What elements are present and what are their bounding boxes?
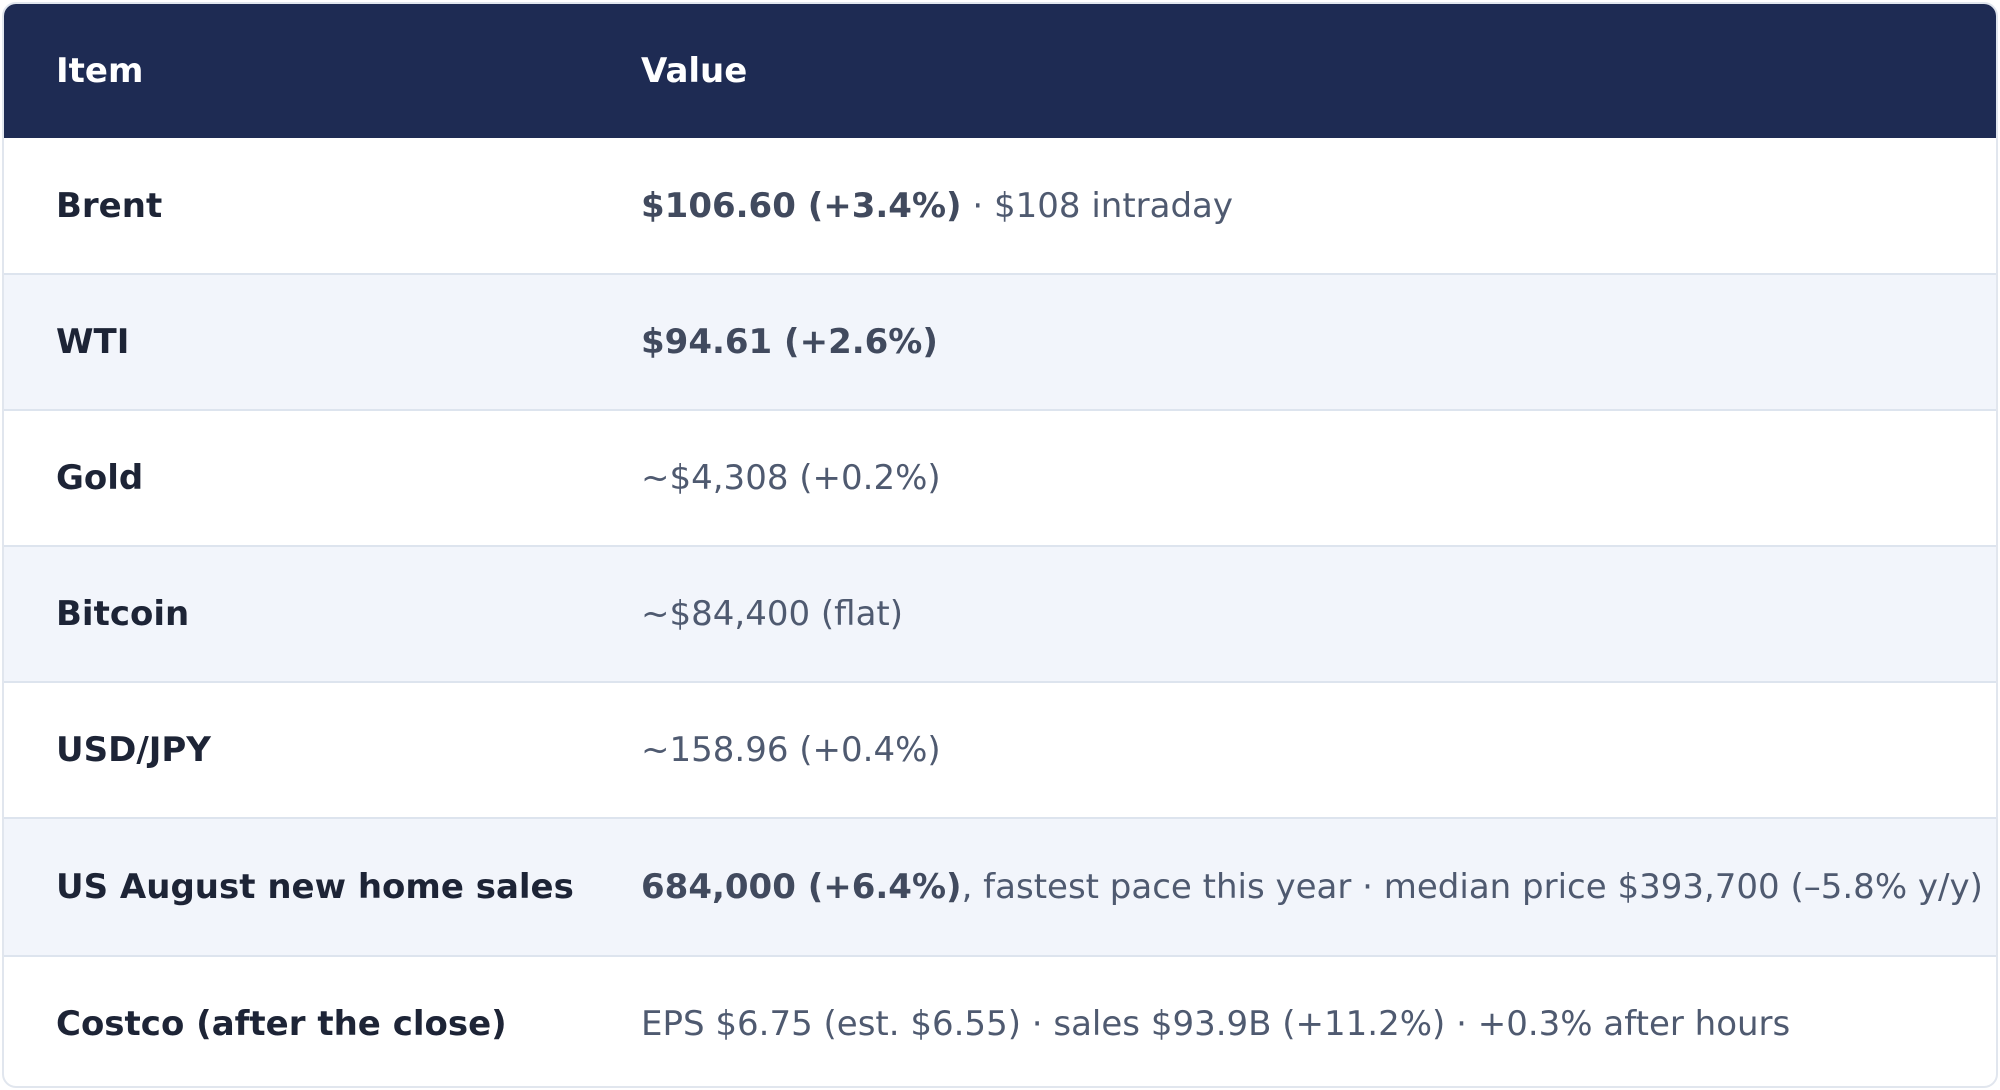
row-item-label: USD/JPY [56, 730, 211, 770]
row-value: ~$4,308 (+0.2%) [589, 410, 1996, 546]
row-value-detail: · $108 intraday [961, 185, 1233, 226]
table-row: Bitcoin ~$84,400 (flat) [4, 546, 1996, 682]
row-value-detail: ~$4,308 (+0.2%) [641, 458, 941, 498]
table-header-row: Item Value [4, 4, 1996, 138]
row-value-detail: EPS $6.75 (est. $6.55) · sales $93.9B (+… [641, 1003, 1791, 1044]
row-value-detail: ~$84,400 (flat) [641, 594, 904, 634]
row-value: 684,000 (+6.4%), fastest pace this year … [589, 818, 1996, 956]
table-row: WTI $94.61 (+2.6%) [4, 274, 1996, 410]
row-item-label: US August new home sales [56, 867, 574, 907]
row-value-detail: ~158.96 (+0.4%) [641, 730, 941, 770]
row-item-label: Costco (after the close) [56, 1003, 507, 1044]
row-value: EPS $6.75 (est. $6.55) · sales $93.9B (+… [589, 956, 1996, 1086]
table-body: Brent $106.60 (+3.4%) · $108 intraday WT… [4, 138, 1996, 1086]
table-row: Gold ~$4,308 (+0.2%) [4, 410, 1996, 546]
table-row: US August new home sales 684,000 (+6.4%)… [4, 818, 1996, 956]
column-header-value: Value [641, 51, 748, 91]
row-item-label: Gold [56, 458, 144, 498]
row-item-label: Brent [56, 185, 163, 226]
column-header-item: Item [56, 51, 144, 91]
table-header: Item Value [4, 4, 1996, 138]
market-data-table: Item Value Brent $106.60 (+3.4%) · $108 … [4, 4, 1996, 1086]
row-value-highlight: $94.61 (+2.6%) [641, 322, 938, 362]
row-value: $106.60 (+3.4%) · $108 intraday [589, 138, 1996, 274]
row-value-detail: , fastest pace this year · median price … [961, 867, 1983, 907]
row-value-highlight: $106.60 (+3.4%) [641, 185, 962, 226]
table-row: Brent $106.60 (+3.4%) · $108 intraday [4, 138, 1996, 274]
row-item-label: Bitcoin [56, 594, 190, 634]
row-value-highlight: 684,000 (+6.4%) [641, 867, 962, 907]
table-row: Costco (after the close) EPS $6.75 (est.… [4, 956, 1996, 1086]
row-value: ~158.96 (+0.4%) [589, 682, 1996, 818]
table-row: USD/JPY ~158.96 (+0.4%) [4, 682, 1996, 818]
row-item-label: WTI [56, 322, 130, 362]
row-value: ~$84,400 (flat) [589, 546, 1996, 682]
row-value: $94.61 (+2.6%) [589, 274, 1996, 410]
